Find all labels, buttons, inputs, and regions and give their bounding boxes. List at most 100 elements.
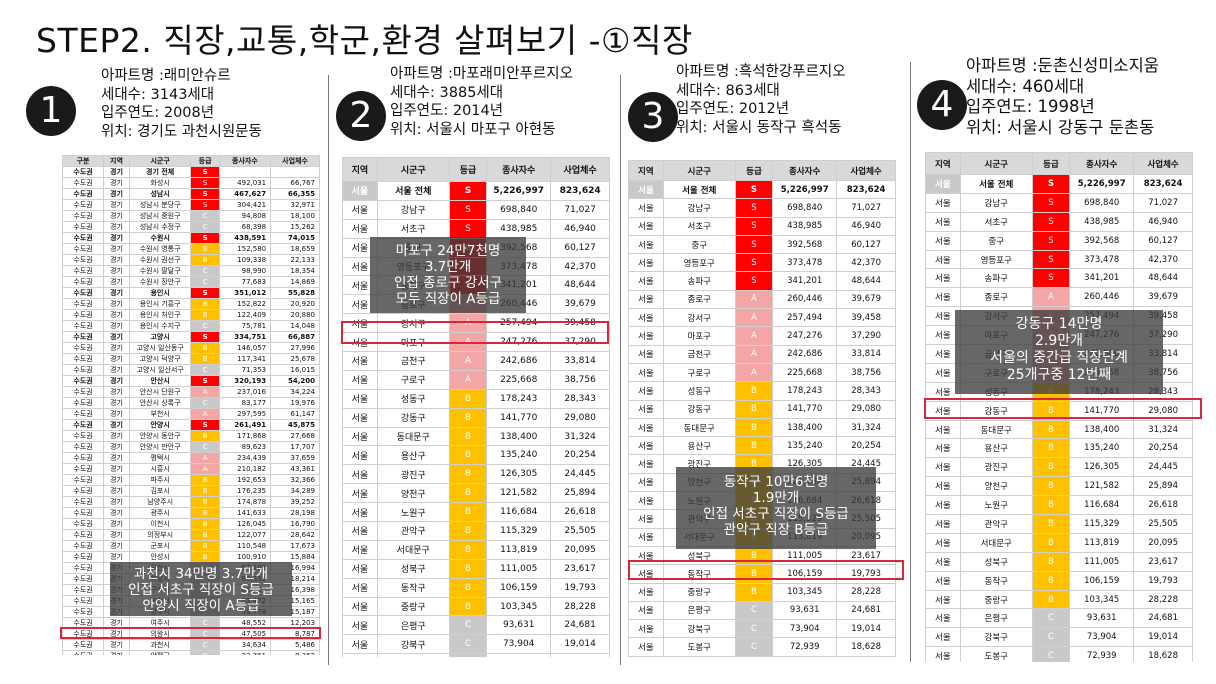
district-cell: 수원시 권선구: [128, 254, 192, 266]
businesses-cell: 823,624: [1133, 174, 1193, 194]
column-header: 종사자수: [772, 160, 838, 181]
workers-cell: 116,684: [486, 502, 552, 523]
region-cell: 수도권: [62, 441, 105, 453]
province-cell: 경기: [103, 353, 130, 365]
district-cell: 양평군: [128, 650, 192, 655]
column-header: 시군구: [959, 152, 1033, 175]
district-cell: 군포시: [128, 540, 192, 552]
district-cell: 도봉구: [662, 637, 736, 657]
district-cell: 성남시 분당구: [128, 199, 192, 211]
district-cell: 종로구: [662, 289, 736, 310]
region-cell: 수도권: [62, 210, 105, 222]
region-cell: 서울: [342, 351, 378, 371]
province-cell: 경기: [103, 320, 130, 332]
district-cell: 동작구: [959, 570, 1033, 591]
workers-cell: 109,338: [218, 254, 272, 266]
workers-cell: 72,939: [486, 653, 552, 657]
workers-cell: 247,276: [772, 326, 838, 346]
region-cell: 서울: [342, 483, 378, 504]
district-cell: 고양시 덕양구: [128, 353, 192, 365]
household-count: 세대수: 3143세대: [101, 86, 215, 103]
grade-cell: C: [190, 364, 220, 376]
district-cell: 안양시 동안구: [128, 430, 192, 442]
table-row: 수도권 경기 성남시 S 467,627 66,355: [62, 188, 320, 200]
region-cell: 수도권: [62, 397, 105, 409]
grade-cell: C: [190, 210, 220, 222]
district-cell: 중구: [662, 234, 736, 255]
district-cell: 금천구: [662, 344, 736, 364]
region-cell: 서울: [628, 308, 664, 328]
district-cell: 안산시 상록구: [128, 397, 192, 409]
province-cell: 경기: [103, 232, 130, 244]
column-header: 구분: [62, 155, 105, 167]
province-cell: 경기: [103, 210, 130, 222]
district-cell: 경기 전체: [128, 166, 192, 178]
workers-cell: 72,939: [772, 637, 838, 657]
workers-cell: 122,409: [218, 309, 272, 321]
businesses-cell: 20,880: [270, 309, 320, 321]
district-cell: 용산구: [959, 438, 1033, 459]
grade-cell: B: [448, 502, 488, 523]
workers-cell: 242,686: [486, 351, 552, 371]
table-row: 서울 강북구 C 73,904 19,014: [925, 627, 1193, 648]
region-cell: 서울: [925, 646, 961, 662]
table-row: 수도권 경기 용인시 기흥구 B 152,822 20,920: [62, 298, 320, 310]
district-cell: 강남구: [959, 192, 1033, 213]
businesses-cell: 26,618: [550, 502, 610, 523]
businesses-cell: 19,014: [1133, 627, 1193, 648]
district-cell: 관악구: [959, 514, 1033, 534]
table-row: 서울 서초구 S 438,985 46,940: [342, 218, 610, 239]
grade-cell: S: [734, 198, 774, 218]
grade-cell: B: [1031, 589, 1071, 610]
district-cell: 김포시: [128, 485, 192, 497]
workers-cell: 438,985: [772, 216, 838, 236]
businesses-cell: 38,756: [550, 369, 610, 390]
grade-cell: B: [190, 507, 220, 519]
table-row: 수도권 경기 용인시 S 351,012 55,828: [62, 287, 320, 299]
region-cell: 서울: [628, 619, 664, 639]
district-cell: 성남시 중원구: [128, 210, 192, 222]
district-cell: 금천구: [376, 351, 450, 371]
businesses-cell: 18,628: [550, 653, 610, 657]
move-in-year: 입주연도: 1998년: [966, 97, 1095, 116]
district-cell: 강동구: [662, 399, 736, 419]
district-cell: 강동구: [959, 400, 1033, 421]
table-row: 서울 동대문구 B 138,400 31,324: [628, 417, 896, 438]
grade-cell: C: [190, 276, 220, 288]
grade-cell: B: [190, 474, 220, 486]
grade-cell: A: [190, 463, 220, 475]
province-cell: 경기: [103, 254, 130, 266]
businesses-cell: 33,814: [550, 351, 610, 371]
table-row: 수도권 경기 시흥시 A 210,182 43,361: [62, 463, 320, 475]
grade-cell: C: [448, 653, 488, 657]
businesses-cell: 20,254: [1133, 438, 1193, 459]
businesses-cell: 32,366: [270, 474, 320, 486]
workers-cell: 135,240: [772, 436, 838, 456]
table-row: 서울 강남구 S 698,840 71,027: [342, 199, 610, 220]
highlight-row-box: [628, 560, 904, 580]
region-cell: 서울: [342, 464, 378, 485]
table-row: 서울 강북구 C 73,904 19,014: [628, 619, 896, 639]
region-cell: 서울: [925, 457, 961, 478]
overlay-line: 안양시 직장이 A등급: [142, 598, 260, 614]
table-header-row: 지역 시군구 등급 종사자수 사업체수: [628, 160, 896, 181]
column-header: 종사자수: [486, 157, 552, 182]
region-cell: 수도권: [62, 364, 105, 376]
region-cell: 수도권: [62, 199, 105, 211]
businesses-cell: 37,290: [836, 326, 896, 346]
grade-cell: C: [1031, 646, 1071, 662]
region-cell: 서울: [628, 509, 664, 529]
workers-cell: 438,591: [218, 232, 272, 244]
businesses-cell: 54,200: [270, 375, 320, 387]
overlay-line: 1.9만개: [752, 490, 800, 506]
province-cell: 경기: [103, 397, 130, 409]
businesses-cell: 71,027: [836, 198, 896, 218]
divider-1: [328, 75, 329, 665]
province-cell: 경기: [103, 199, 130, 211]
grade-cell: A: [734, 308, 774, 328]
grade-cell: B: [448, 539, 488, 560]
grade-cell: B: [190, 254, 220, 266]
